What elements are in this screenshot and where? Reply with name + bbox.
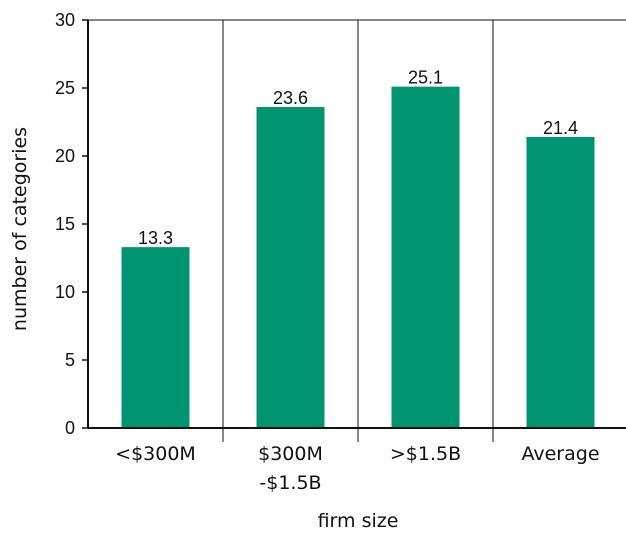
category-label: >$1.5B: [390, 443, 461, 465]
y-axis-title: number of categories: [9, 127, 31, 331]
value-labels: 13.3 23.6 25.1 21.4: [138, 68, 578, 248]
bar: [121, 247, 190, 428]
category-label-line: >$1.5B: [390, 443, 461, 465]
y-tick-label: 10: [55, 282, 75, 302]
y-tick-label: 5: [65, 350, 75, 370]
grid-lines: [222, 20, 494, 442]
y-tick-label: 25: [55, 78, 75, 98]
category-label-line: $300M: [258, 443, 323, 465]
bar: [526, 136, 595, 428]
bar: [391, 86, 460, 428]
category-label-line: <$300M: [115, 443, 196, 465]
y-tick-label: 15: [55, 214, 75, 234]
x-axis: <$300M $300M -$1.5B >$1.5B Average: [88, 427, 626, 494]
y-tick-label: 20: [55, 146, 75, 166]
category-label: Average: [521, 443, 599, 465]
bars: [121, 86, 595, 428]
y-tick-label: 30: [55, 10, 75, 30]
category-label-line: -$1.5B: [259, 472, 321, 494]
x-axis-title: firm size: [318, 510, 399, 532]
bar-value-label: 25.1: [408, 68, 443, 88]
bar: [256, 107, 325, 428]
bar-value-label: 13.3: [138, 228, 173, 248]
category-label: $300M -$1.5B: [258, 443, 323, 494]
bar-value-label: 23.6: [273, 88, 308, 108]
y-axis: 0 5 10 15 20 25 30: [55, 10, 89, 438]
category-label-line: Average: [521, 443, 599, 465]
category-label: <$300M: [115, 443, 196, 465]
bar-value-label: 21.4: [543, 118, 578, 138]
y-tick-label: 0: [65, 418, 75, 438]
